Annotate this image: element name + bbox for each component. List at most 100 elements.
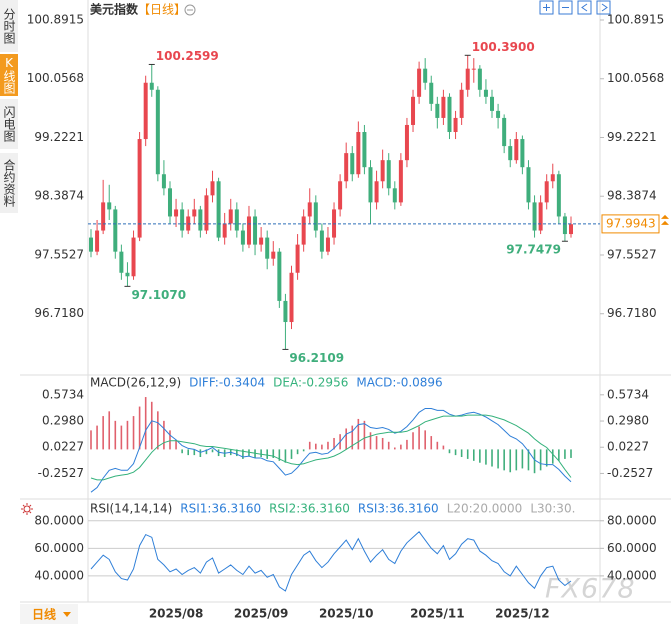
candle-body	[325, 237, 330, 252]
candle-body	[447, 96, 452, 133]
candle-body	[192, 209, 197, 217]
candle-body	[350, 153, 355, 175]
candle-body	[113, 209, 118, 252]
tab-active[interactable]: K线图	[0, 54, 18, 96]
candle-body	[222, 223, 227, 238]
legend-entry: RSI2:36.3160	[269, 502, 350, 516]
candle-body	[483, 89, 488, 97]
candle-body	[234, 209, 239, 231]
y-tick-label: 0.5734	[607, 387, 649, 401]
candle-body	[240, 230, 245, 245]
candle-body	[155, 89, 160, 175]
candle-body	[216, 181, 221, 238]
y-tick-label: 60.0000	[607, 541, 657, 555]
candle-body	[204, 195, 209, 231]
candle-body	[441, 96, 446, 118]
tab[interactable]: 闪电图	[0, 99, 18, 149]
indicator-settings-icon[interactable]	[21, 503, 33, 515]
last-price-box	[601, 214, 660, 234]
candle-body	[368, 167, 373, 203]
indicator-title: MACD(26,12,9)	[90, 376, 181, 390]
y-tick-label: 98.3874	[607, 189, 657, 203]
series-line	[90, 531, 572, 592]
tab[interactable]: 合约资料	[0, 153, 18, 213]
y-tick-label: 0.2980	[42, 414, 84, 428]
y-tick-label: 96.7180	[607, 306, 657, 320]
candle-body	[277, 251, 282, 301]
candle-body	[417, 68, 422, 97]
y-tick-label: 60.0000	[34, 541, 84, 555]
candle-body	[174, 209, 179, 217]
candle-body	[404, 124, 409, 161]
tab[interactable]: 分时图	[0, 0, 18, 52]
zoom-in-button[interactable]	[539, 0, 554, 15]
candle-body	[459, 89, 464, 118]
candle-body	[562, 216, 567, 235]
candle-body	[508, 146, 513, 161]
candle-body	[362, 132, 367, 168]
y-tick-label: 100.8915	[607, 13, 664, 27]
candle-body	[289, 272, 294, 323]
candle-body	[313, 202, 318, 231]
x-tick-label: 2025/10	[319, 607, 373, 621]
indicator-title: RSI(14,14,14)	[90, 502, 172, 516]
candle-body	[210, 181, 215, 196]
candle-body	[198, 209, 203, 231]
period-button-label[interactable]: 日线	[32, 607, 56, 622]
candle-body	[167, 188, 172, 217]
candle-body	[411, 96, 416, 125]
candle-body	[429, 82, 434, 104]
candle-body	[477, 68, 482, 90]
candle-body	[526, 167, 531, 203]
candle-body	[228, 209, 233, 224]
collapse-icon[interactable]	[184, 4, 196, 16]
candle-body	[569, 224, 573, 235]
y-tick-label: 80.0000	[34, 513, 84, 527]
last-price-arrow	[661, 214, 669, 225]
series-line	[90, 414, 572, 481]
legend-entry: MACD:-0.0896	[356, 376, 442, 390]
candle-body	[465, 68, 470, 90]
legend-entry: RSI1:36.3160	[180, 502, 261, 516]
y-tick-label: 0.2980	[607, 414, 649, 428]
legend-entry: L30:30.	[530, 502, 575, 516]
candle-body	[435, 103, 440, 118]
candle-body	[89, 237, 93, 252]
extreme-label: 96.2109	[289, 351, 344, 365]
candle-body	[125, 272, 130, 277]
candle-body	[180, 209, 185, 231]
x-tick-label: 2025/11	[410, 607, 464, 621]
y-tick-label: -0.2527	[38, 466, 84, 480]
y-tick-label: 100.8915	[27, 13, 84, 27]
y-tick-label: 100.0568	[607, 71, 664, 85]
y-tick-label: 98.3874	[34, 189, 84, 203]
x-tick-label: 2025/08	[149, 607, 203, 621]
left-button[interactable]	[577, 0, 592, 15]
candle-body	[380, 160, 385, 182]
candle-body	[532, 202, 537, 231]
watermark: FX678	[545, 574, 636, 605]
period-button[interactable]: 日线	[20, 604, 78, 624]
extreme-label: 97.7479	[506, 243, 561, 257]
period-tag[interactable]: 【日线】	[138, 3, 186, 17]
candle-body	[344, 153, 349, 182]
candle-body	[283, 300, 288, 323]
candle-body	[471, 68, 476, 70]
candle-body	[253, 216, 258, 245]
candle-body	[101, 202, 106, 231]
candle-body	[107, 202, 112, 210]
candle-body	[338, 181, 343, 210]
extreme-label: 100.3900	[472, 40, 535, 54]
candle-body	[137, 139, 142, 238]
candle-body	[392, 188, 397, 203]
zoom-out-button[interactable]	[558, 0, 573, 15]
y-tick-label: 0.0227	[607, 440, 649, 454]
right-button[interactable]	[596, 0, 611, 15]
last-price-label: 97.9943	[606, 216, 656, 230]
candle-body	[520, 139, 525, 168]
y-tick-label: 97.5527	[34, 247, 84, 261]
y-tick-label: 80.0000	[607, 513, 657, 527]
legend-entry: DEA:-0.2956	[273, 376, 348, 390]
candle-body	[301, 216, 306, 245]
